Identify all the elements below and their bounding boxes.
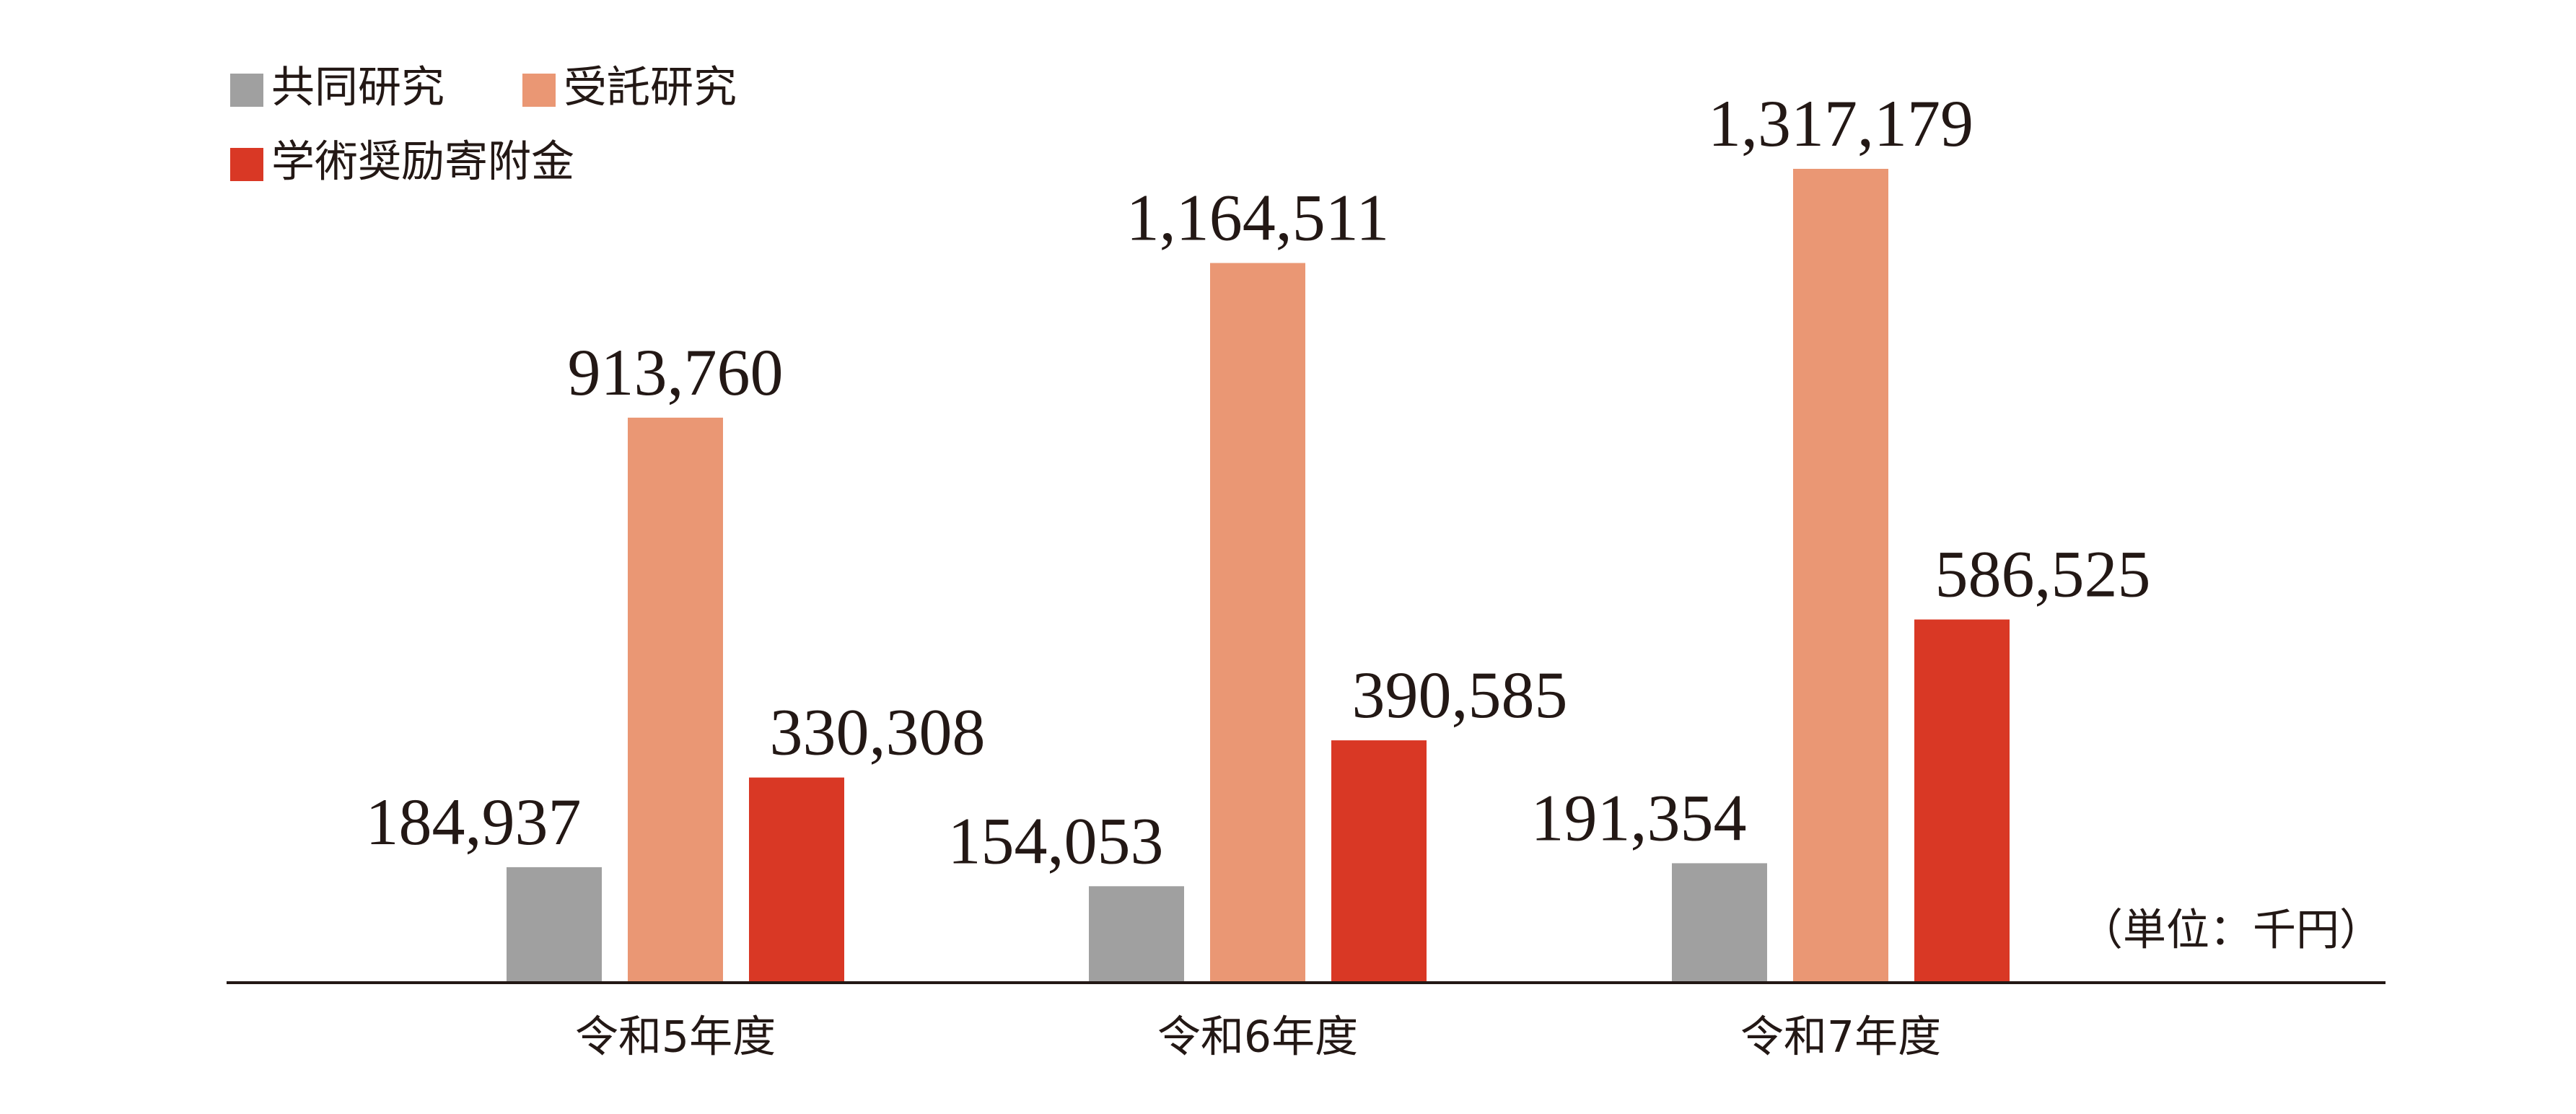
value-label: 913,760 <box>568 335 784 409</box>
legend-swatch <box>230 74 263 107</box>
bar <box>749 777 844 981</box>
value-label: 586,525 <box>1935 538 2151 611</box>
legend-swatch <box>230 148 263 181</box>
value-label: 1,164,511 <box>1126 181 1390 255</box>
bar <box>1089 886 1184 981</box>
value-label: 330,308 <box>770 696 986 769</box>
value-label: 184,937 <box>366 785 582 859</box>
legend-label: 受託研究 <box>564 63 737 113</box>
value-label: 191,354 <box>1531 781 1747 854</box>
bar <box>628 417 723 981</box>
value-label: 390,585 <box>1352 658 1568 732</box>
bar <box>1672 863 1767 981</box>
value-label: 1,317,179 <box>1708 87 1973 160</box>
bar <box>1793 169 1888 981</box>
legend-label: 学術奨励寄附金 <box>271 137 574 188</box>
bar <box>1331 740 1427 981</box>
legend-label: 共同研究 <box>271 63 444 113</box>
legend-swatch <box>522 74 556 107</box>
bar <box>1210 263 1305 981</box>
value-label: 154,053 <box>948 804 1164 877</box>
unit-note: （単位：千円） <box>2080 905 2383 956</box>
x-tick-label: 令和5年度 <box>575 1012 776 1063</box>
x-tick-label: 令和7年度 <box>1740 1012 1941 1063</box>
x-tick-label: 令和6年度 <box>1157 1012 1358 1063</box>
bar <box>507 867 602 981</box>
bar <box>1914 619 2010 981</box>
